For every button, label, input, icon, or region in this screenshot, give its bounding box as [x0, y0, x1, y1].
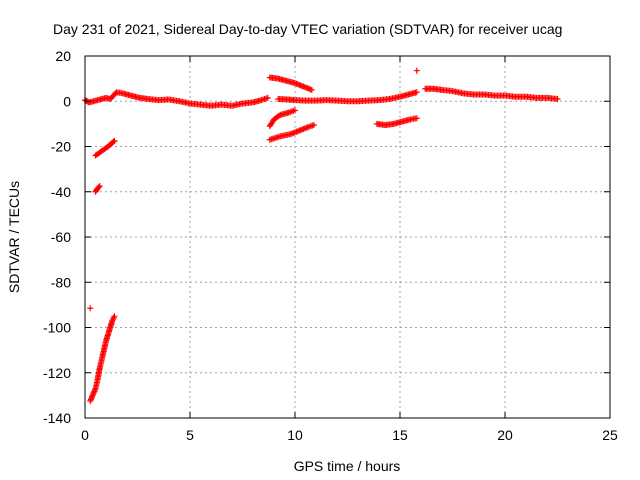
data-point-marker	[413, 115, 420, 122]
y-tick-label: -120	[43, 365, 71, 381]
data-point-marker	[264, 94, 271, 101]
series-1	[266, 74, 315, 93]
y-tick-label: -20	[51, 139, 71, 155]
data-point-marker	[95, 184, 102, 191]
data-point-marker	[292, 107, 298, 114]
series-4	[266, 122, 317, 143]
data-point-marker	[308, 86, 315, 93]
x-tick-label: 5	[186, 427, 194, 443]
data-point-marker	[96, 183, 103, 190]
y-tick-label: 0	[63, 93, 71, 109]
x-tick-label: 10	[287, 427, 303, 443]
y-axis-ticks: -140 -120 -100 -80 -60 -40 -20 0 20	[43, 48, 610, 426]
y-tick-label: -40	[51, 184, 71, 200]
data-point-marker	[111, 137, 118, 144]
data-point-marker	[110, 138, 117, 145]
series-3	[266, 107, 298, 130]
y-tick-label: -80	[51, 274, 71, 290]
x-tick-label: 15	[392, 427, 408, 443]
data-point-marker	[310, 122, 317, 129]
series-5	[373, 115, 420, 129]
series-2	[275, 89, 420, 105]
x-axis-ticks: 0 5 10 15 20 25	[81, 56, 618, 443]
data-point-marker	[413, 67, 420, 74]
y-tick-label: -100	[43, 320, 71, 336]
data-point-marker	[276, 112, 283, 119]
series-10	[87, 305, 118, 405]
x-tick-label: 25	[602, 427, 618, 443]
data-point-marker	[413, 89, 420, 96]
y-tick-label: -60	[51, 229, 71, 245]
y-axis-label: SDTVAR / TECUs	[6, 181, 22, 293]
data-point-marker	[554, 95, 561, 102]
series-6	[413, 67, 420, 74]
x-axis-label: GPS time / hours	[294, 458, 401, 474]
data-point-marker	[111, 313, 118, 320]
series-9	[92, 183, 103, 195]
y-tick-label: -140	[43, 410, 71, 426]
series-7	[422, 85, 561, 102]
data-points	[82, 67, 561, 405]
chart-title: Day 231 of 2021, Sidereal Day-to-day VTE…	[53, 21, 562, 37]
x-tick-label: 0	[81, 427, 89, 443]
series-8	[92, 137, 118, 159]
x-tick-label: 20	[497, 427, 513, 443]
data-point-marker	[87, 305, 94, 312]
series-0	[82, 89, 271, 109]
grid-lines	[85, 56, 610, 418]
y-tick-label: 20	[55, 48, 71, 64]
